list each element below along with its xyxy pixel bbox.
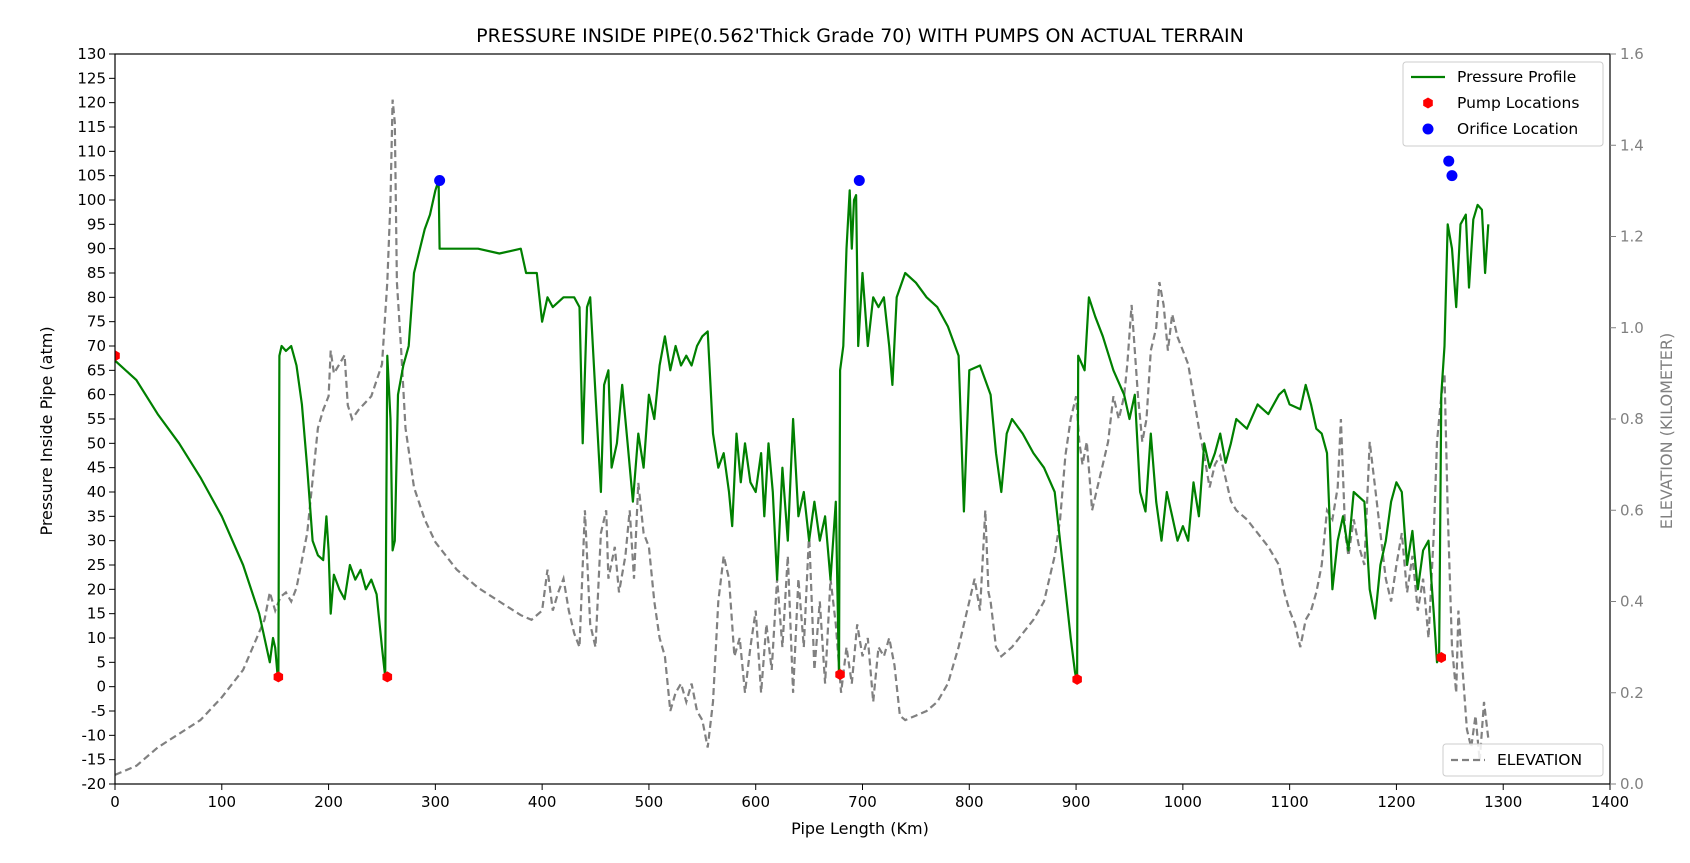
y-tick-label: 0: [96, 678, 106, 696]
legend-circle-icon: [1422, 123, 1434, 135]
y-tick-label: 55: [87, 410, 106, 428]
x-tick-label: 600: [741, 793, 770, 811]
legend-primary: Pressure Profile Pump Locations Orifice Lo…: [1402, 61, 1604, 147]
y2-tick-label: 0.2: [1620, 684, 1644, 702]
legend-label: Pressure Profile: [1457, 68, 1576, 86]
legend-box: [1402, 61, 1604, 147]
x-tick-label: 1400: [1591, 793, 1629, 811]
y-tick-label: 10: [87, 629, 106, 647]
x-axis-label: Pipe Length (Km): [791, 819, 929, 838]
y2-tick-label: 0.0: [1620, 775, 1644, 793]
x-tick-label: 900: [1062, 793, 1091, 811]
y2-axis-label: ELEVATION (KILOMETER): [1657, 333, 1676, 529]
x-tick-label: 200: [314, 793, 343, 811]
y-tick-label: 120: [77, 94, 106, 112]
x-tick-label: 400: [528, 793, 557, 811]
x-tick-label: 300: [421, 793, 450, 811]
y2-tick-label: 0.8: [1620, 410, 1644, 428]
y2-tick-label: 1.2: [1620, 228, 1644, 246]
x-tick-label: 700: [848, 793, 877, 811]
y-tick-label: 65: [87, 361, 106, 379]
y2-tick-label: 1.4: [1620, 136, 1644, 154]
legend-label: Pump Locations: [1457, 94, 1579, 112]
x-tick-label: 1000: [1164, 793, 1202, 811]
axis-layer: 0 100 200 300 400 500 600 700 800 900 1000 1100 1200…: [77, 45, 1644, 811]
legend-label: ELEVATION: [1497, 751, 1582, 769]
x-tick-label: 1100: [1271, 793, 1309, 811]
y-tick-label: -5: [91, 702, 106, 720]
y-tick-label: 20: [87, 580, 106, 598]
x-tick-label: 1200: [1377, 793, 1415, 811]
y-tick-label: 125: [77, 69, 106, 87]
x-tick-label: 0: [110, 793, 120, 811]
y-tick-label: 5: [96, 653, 106, 671]
y2-tick-label: 0.4: [1620, 593, 1644, 611]
y-tick-label: 115: [77, 118, 106, 136]
elevation-line: [115, 99, 1490, 776]
chart-title: PRESSURE INSIDE PIPE(0.562'Thick Grade 7…: [476, 25, 1244, 47]
y-tick-label: 45: [87, 459, 106, 477]
y-tick-label: 95: [87, 215, 106, 233]
y-tick-label: 30: [87, 532, 106, 550]
y-tick-label: 15: [87, 605, 106, 623]
x-tick-label: 800: [955, 793, 984, 811]
orifice-location-marker: [1443, 155, 1455, 167]
orifice-location-marker: [434, 175, 446, 187]
x-tick-label: 1300: [1484, 793, 1522, 811]
y-tick-label: 50: [87, 434, 106, 452]
pump-location-marker: [273, 671, 284, 683]
y-tick-label: 75: [87, 313, 106, 331]
y2-tick-label: 1.0: [1620, 319, 1644, 337]
y-tick-label: 60: [87, 386, 106, 404]
orifice-location-marker: [1446, 170, 1458, 182]
y-tick-label: 85: [87, 264, 106, 282]
legend-secondary: ELEVATION: [1442, 743, 1604, 777]
y-tick-label: 90: [87, 240, 106, 258]
y-tick-label: -10: [82, 726, 107, 744]
y-axis-label: Pressure Inside Pipe (atm): [37, 326, 56, 535]
x-tick-label: 100: [207, 793, 236, 811]
plot-layer: [115, 99, 1490, 776]
y-tick-label: 40: [87, 483, 106, 501]
y-tick-label: 100: [77, 191, 106, 209]
y-tick-label: 70: [87, 337, 106, 355]
legend-box: [1442, 743, 1604, 777]
y-tick-label: -15: [82, 751, 107, 769]
pump-location-marker: [382, 671, 393, 683]
orifice-location-marker: [853, 175, 865, 187]
y2-tick-label: 1.6: [1620, 45, 1644, 63]
y-tick-label: 35: [87, 507, 106, 525]
y-tick-label: -20: [82, 775, 107, 793]
y-tick-label: 130: [77, 45, 106, 63]
y-tick-label: 80: [87, 288, 106, 306]
pump-location-marker: [115, 350, 120, 362]
pressure-profile-line: [115, 179, 1490, 683]
pump-location-marker: [835, 669, 845, 680]
x-tick-label: 500: [635, 793, 664, 811]
legend-hexagon-icon: [1423, 97, 1433, 109]
pump-location-marker: [1072, 673, 1082, 685]
y-tick-label: 105: [77, 167, 106, 185]
y-tick-label: 25: [87, 556, 106, 574]
y-tick-label: 110: [77, 142, 106, 160]
legend-label: Orifice Location: [1457, 120, 1578, 138]
pump-location-marker: [1436, 652, 1446, 663]
y2-tick-label: 0.6: [1620, 501, 1644, 519]
